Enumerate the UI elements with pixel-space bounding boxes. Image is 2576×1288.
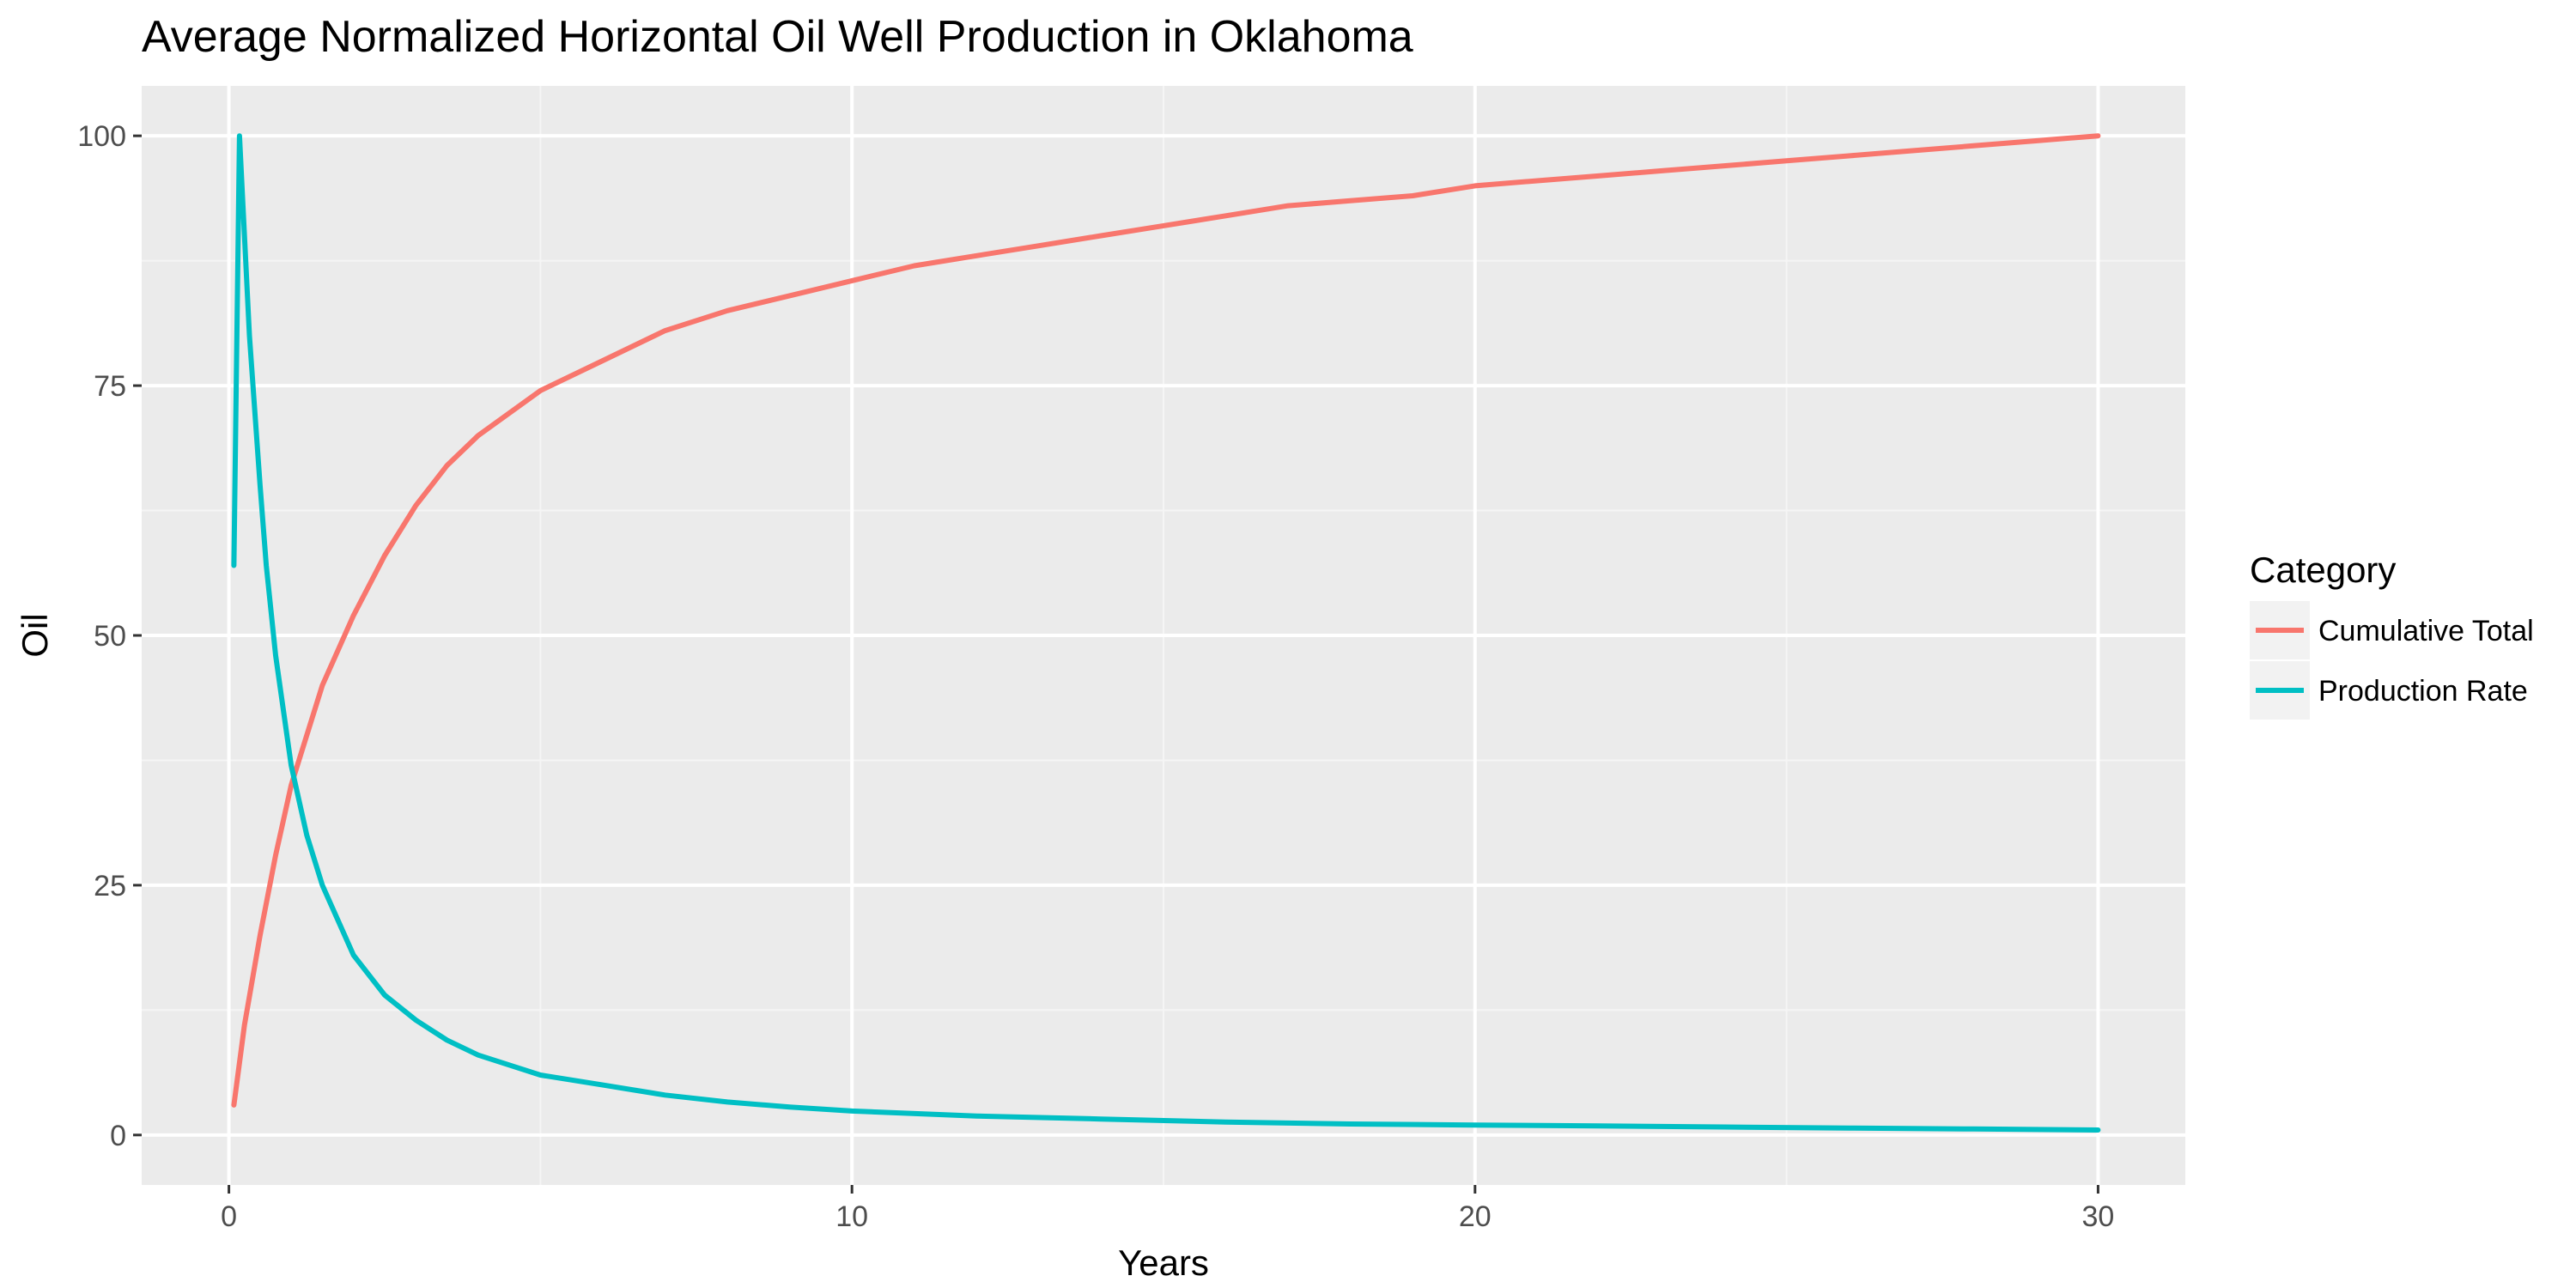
x-tick-label: 30	[2082, 1200, 2115, 1233]
legend-title: Category	[2250, 550, 2396, 590]
y-tick-label: 50	[94, 620, 126, 653]
axis-ticks	[133, 134, 2099, 1194]
series-line-cumulative-total	[231, 133, 2101, 1108]
y-tick-label: 25	[94, 870, 126, 902]
legend-label-production: Production Rate	[2318, 675, 2528, 708]
legend: Category Cumulative Total Production Rat…	[2250, 550, 2534, 720]
grid-major	[142, 86, 2185, 1185]
x-tick-label: 10	[835, 1200, 868, 1233]
legend-label-cumulative: Cumulative Total	[2318, 615, 2534, 647]
x-axis-title: Years	[1118, 1242, 1209, 1283]
y-tick-label: 0	[110, 1120, 126, 1152]
chart-title: Average Normalized Horizontal Oil Well P…	[142, 12, 1413, 62]
x-tick-label: 20	[1459, 1200, 1492, 1233]
y-axis-title: Oil	[15, 613, 55, 657]
y-tick-label: 100	[77, 120, 126, 153]
series-layer	[231, 133, 2101, 1133]
x-tick-label: 0	[221, 1200, 237, 1233]
series-line-production-rate	[231, 133, 2101, 1133]
axis-tick-labels: 0 10 20 30 0 25 50 75 100	[77, 120, 2114, 1233]
y-tick-label: 75	[94, 370, 126, 403]
